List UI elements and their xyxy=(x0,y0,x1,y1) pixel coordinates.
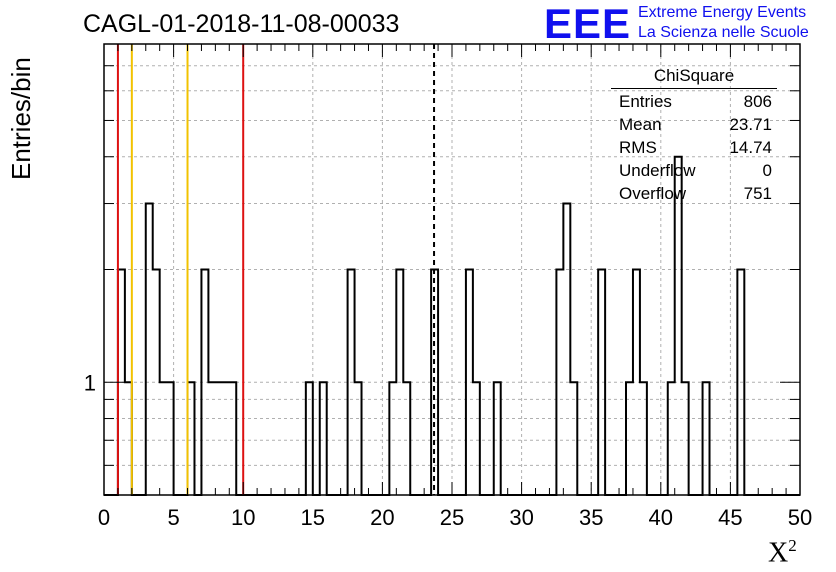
stats-label: Overflow xyxy=(619,184,687,203)
stats-value: 751 xyxy=(743,184,772,203)
x-tick-label: 30 xyxy=(509,505,533,530)
stats-value: 806 xyxy=(743,92,772,111)
stats-row-rms: RMS 14.74 xyxy=(611,136,777,159)
x-tick-label: 15 xyxy=(301,505,325,530)
x-tick-label: 25 xyxy=(440,505,464,530)
chart-title: CAGL-01-2018-11-08-00033 xyxy=(83,10,400,38)
x-axis-label: X2 xyxy=(768,536,797,569)
x-tick-label: 5 xyxy=(167,505,179,530)
eee-logo: EEE xyxy=(544,0,632,47)
logo-line-1: Extreme Energy Events xyxy=(638,4,807,21)
x-axis-label-sup: 2 xyxy=(788,536,797,555)
stats-row-overflow: Overflow 751 xyxy=(611,182,777,205)
x-tick-label: 45 xyxy=(718,505,742,530)
x-tick-label: 35 xyxy=(579,505,603,530)
x-tick-label: 0 xyxy=(98,505,110,530)
stats-label: Entries xyxy=(619,92,672,111)
stats-value: 23.71 xyxy=(729,115,772,134)
x-tick-label: 10 xyxy=(231,505,255,530)
stats-title: ChiSquare xyxy=(611,66,777,89)
x-tick-label: 40 xyxy=(649,505,673,530)
stats-label: Mean xyxy=(619,115,662,134)
stats-row-mean: Mean 23.71 xyxy=(611,113,777,136)
x-axis-label-base: X xyxy=(768,537,789,569)
stats-label: RMS xyxy=(619,138,657,157)
stats-row-entries: Entries 806 xyxy=(611,90,777,113)
stats-value: 14.74 xyxy=(729,138,772,157)
stats-value: 0 xyxy=(762,161,772,180)
y-axis-label: Entries/bin xyxy=(6,57,36,180)
logo-text: Extreme Energy Events La Scienza nelle S… xyxy=(638,3,809,43)
logo-line-2: La Scienza nelle Scuole xyxy=(638,24,809,41)
stats-label: Underflow xyxy=(619,161,696,180)
x-tick-label: 50 xyxy=(788,505,812,530)
x-tick-label: 20 xyxy=(370,505,394,530)
y-tick-label: 1 xyxy=(84,370,96,395)
stats-row-underflow: Underflow 0 xyxy=(611,159,777,182)
stats-box: ChiSquare Entries 806 Mean 23.71 RMS 14.74 … xyxy=(611,66,777,205)
